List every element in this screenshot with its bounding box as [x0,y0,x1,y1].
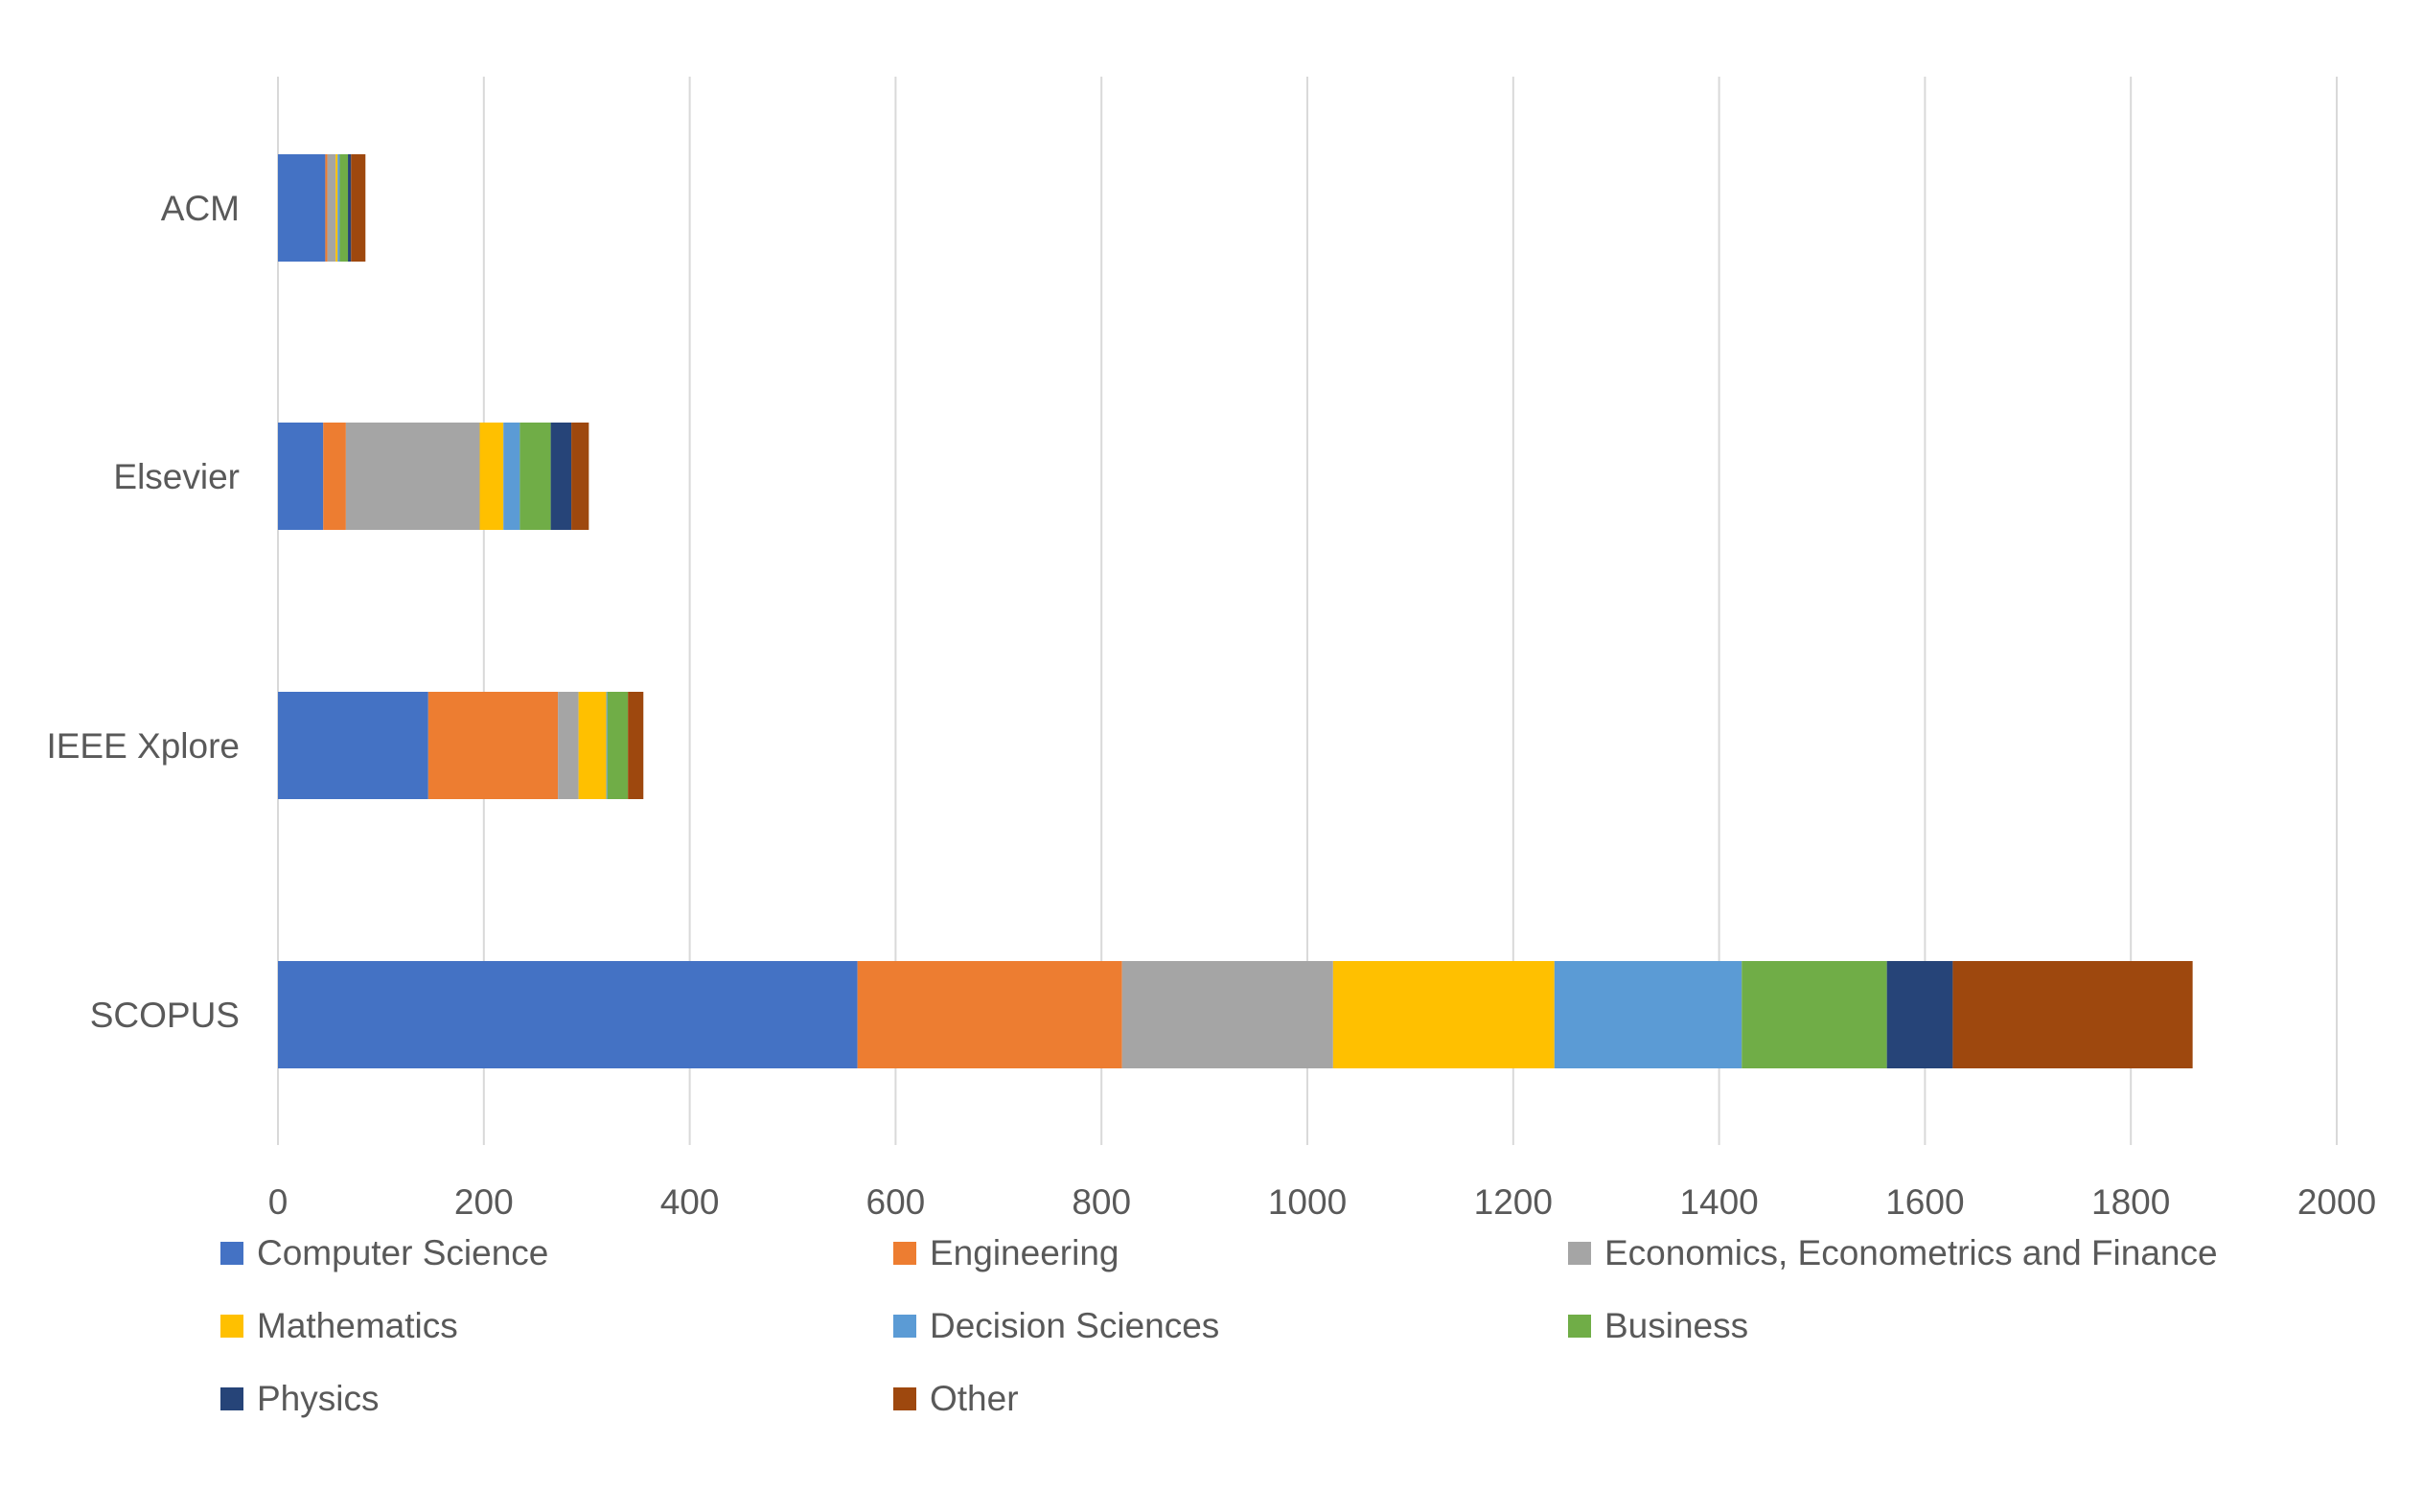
bar-segment [1332,961,1555,1068]
y-category-label: Elsevier [113,457,240,496]
x-tick-label: 1600 [1885,1182,1964,1222]
bar-segment [479,423,504,530]
bar-segment [571,423,589,530]
y-category-label: SCOPUS [90,996,240,1035]
x-tick-label: 600 [866,1182,926,1222]
bar-segment [278,961,858,1068]
x-tick-label: 2000 [2297,1182,2376,1222]
bar-segment [558,692,579,799]
bar-segment [337,154,340,262]
bar-segment [1742,961,1887,1068]
bar-segment [550,423,572,530]
bar-segment [606,692,608,799]
bar-segment [427,692,559,799]
x-tick-label: 1800 [2091,1182,2170,1222]
bar-segment [327,154,336,262]
x-tick-label: 1200 [1474,1182,1553,1222]
bar-segment [348,154,352,262]
y-category-label: IEEE Xplore [46,726,240,766]
bar-segment [503,423,520,530]
bar-segment [278,423,324,530]
bar-segment [278,692,428,799]
x-tick-label: 400 [660,1182,720,1222]
bar-segment [519,423,551,530]
x-tick-label: 0 [268,1182,288,1222]
x-tick-label: 200 [454,1182,514,1222]
x-tick-label: 800 [1072,1182,1131,1222]
bar-segment [339,154,349,262]
bar-segment [857,961,1122,1068]
bar-segment [578,692,607,799]
bar-segment [335,154,338,262]
x-tick-label: 1400 [1679,1182,1758,1222]
bar-segment [607,692,629,799]
bar-segment [1121,961,1333,1068]
bar-segment [323,423,346,530]
bar-segment [628,692,644,799]
y-category-label: ACM [161,189,240,228]
x-tick-label: 1000 [1268,1182,1347,1222]
bar-segment [325,154,328,262]
bar-segment [345,423,480,530]
bar-segment [1554,961,1742,1068]
bar-segment [351,154,366,262]
bar-segment [278,154,326,262]
bar-segment [1952,961,2193,1068]
bar-segment [1886,961,1953,1068]
